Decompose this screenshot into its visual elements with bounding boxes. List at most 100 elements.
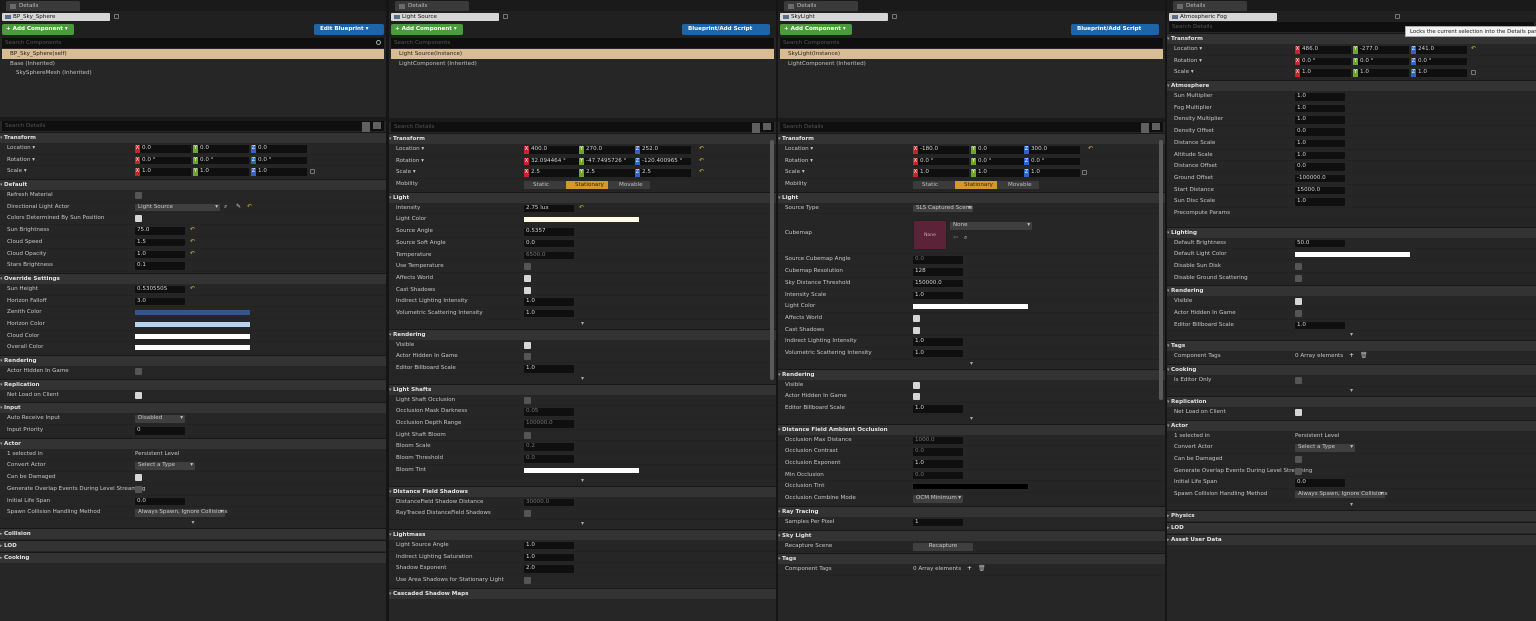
category-transform[interactable]: Transform [0,132,386,143]
indirect-saturation-input[interactable]: 1.0 [524,553,574,562]
area-shadows-checkbox[interactable] [524,576,531,584]
search-components-input[interactable]: Search Components [391,38,774,48]
intensity-scale-input[interactable]: 1.0 [913,291,963,299]
location-z[interactable]: Z 241.0 [1411,46,1467,54]
category-replication[interactable]: Replication [1167,395,1536,407]
can-be-damaged-checkbox[interactable] [135,474,142,482]
tab-details[interactable]: Details [1173,1,1247,11]
occlusion-depth-input[interactable]: 100000.0 [524,420,574,428]
directional-light-dropdown[interactable]: Light Source [135,203,220,212]
prop-label[interactable]: Rotation ▾ [396,157,424,164]
tree-item-base[interactable]: Base (Inherited) [10,61,55,67]
category-cooking[interactable]: Cooking [1167,364,1536,376]
can-be-damaged-checkbox[interactable] [1295,455,1302,463]
arrow-left-icon[interactable]: ⇦ [953,234,959,242]
location-y[interactable]: Y 0.0 [971,146,1027,154]
tab-details[interactable]: Details [395,1,469,11]
view-options[interactable] [1138,123,1162,137]
bloom-scale-input[interactable]: 0.2 [524,443,574,451]
horizon-falloff-input[interactable]: 3.0 [135,297,185,306]
scale-lock-icon[interactable] [1471,70,1476,76]
net-load-checkbox[interactable] [1295,408,1302,416]
component-self[interactable]: BP_Sky_Sphere(self) [2,49,384,59]
occlusion-max-distance-input[interactable]: 1000.0 [913,436,963,445]
light-color-swatch[interactable] [913,304,1028,310]
category-transform[interactable]: Transform [389,133,776,144]
actor-hidden-checkbox[interactable] [135,368,142,375]
location-z[interactable]: Z 252.0 [635,146,691,154]
category-ray-tracing[interactable]: Ray Tracing [778,505,1165,517]
category-actor[interactable]: Actor [0,437,386,449]
reset-icon[interactable]: ↶ [190,237,196,245]
rotation-y[interactable]: Y 0.0 ° [971,157,1027,166]
auto-receive-dropdown[interactable]: Disabled [135,415,185,423]
search-details-input[interactable]: Search Details [780,122,1163,137]
category-transform[interactable]: Transform [1167,33,1536,44]
scale-x[interactable]: X 1.0 [135,168,191,176]
category-rendering[interactable]: Rendering [389,328,776,340]
rotation-z[interactable]: Z 0.0 ° [1411,57,1467,66]
visible-checkbox[interactable] [913,381,920,389]
search-icon[interactable]: ⌕ [224,202,228,210]
advanced-expander[interactable]: ▾ [191,518,195,526]
ground-offset-input[interactable]: -100000.0 [1295,174,1345,183]
use-temperature-checkbox[interactable] [524,263,531,271]
scale-y[interactable]: Y 1.0 [1353,69,1409,77]
category-collision[interactable]: Collision [0,527,386,539]
category-tags[interactable]: Tags [1167,340,1536,352]
category-cooking[interactable]: Cooking [0,551,386,563]
source-soft-angle-input[interactable]: 0.0 [524,239,574,248]
df-shadow-distance-input[interactable]: 30000.0 [524,498,574,506]
advanced-expander[interactable]: ▾ [580,374,584,382]
search-details-input[interactable]: Search Details [1169,22,1534,32]
fog-multiplier-input[interactable]: 1.0 [1295,104,1345,113]
disable-sun-disk-checkbox[interactable] [1295,263,1302,270]
search-icon[interactable] [362,122,370,129]
scale-lock-icon[interactable] [310,169,315,175]
tree-item-lightcomponent[interactable]: LightComponent (Inherited) [399,61,477,67]
generate-overlap-checkbox[interactable] [1295,467,1302,475]
occlusion-tint-swatch[interactable] [913,484,1028,490]
life-span-input[interactable]: 0.0 [1295,479,1345,487]
billboard-scale-input[interactable]: 1.0 [913,405,963,413]
bloom-threshold-input[interactable]: 0.0 [524,455,574,463]
volumetric-intensity-input[interactable]: 1.0 [913,349,963,358]
raytraced-df-checkbox[interactable] [524,510,531,518]
scrollbar[interactable] [770,140,774,380]
source-angle-input[interactable]: 0.5357 [524,228,574,236]
reset-icon[interactable]: ↶ [699,145,705,152]
editor-only-checkbox[interactable] [1295,377,1302,385]
altitude-scale-input[interactable]: 1.0 [1295,151,1345,159]
indirect-intensity-input[interactable]: 1.0 [913,338,963,346]
search-components-input[interactable]: Search Components [780,38,1163,48]
sun-height-input[interactable]: 0.5305505 [135,285,185,294]
view-options[interactable] [749,123,773,137]
mobility-movable[interactable]: Movable [1008,182,1032,189]
lm-source-angle-input[interactable]: 1.0 [524,541,574,550]
advanced-expander[interactable]: ▾ [580,319,584,327]
recapture-button[interactable]: Recapture [913,542,973,551]
cloud-opacity-input[interactable]: 1.0 [135,250,185,258]
category-rendering[interactable]: Rendering [0,355,386,366]
lock-icon[interactable] [114,14,119,19]
density-offset-input[interactable]: 0.0 [1295,128,1345,136]
zenith-color-swatch[interactable] [135,310,250,316]
category-lightmass[interactable]: Lightmass [389,528,776,540]
prop-label[interactable]: Location ▾ [1174,46,1203,52]
actor-hidden-checkbox[interactable] [524,353,531,361]
category-default[interactable]: Default [0,179,386,191]
temperature-input[interactable]: 6500.0 [524,251,574,259]
category-rendering[interactable]: Rendering [1167,285,1536,297]
affects-world-checkbox[interactable] [913,314,920,322]
category-transform[interactable]: Transform [778,133,1165,144]
affects-world-checkbox[interactable] [524,274,531,282]
category-sky-light[interactable]: Sky Light [778,529,1165,541]
reset-icon[interactable]: ↶ [699,168,705,176]
search-icon[interactable] [1141,123,1149,130]
component-self[interactable]: SkyLight(Instance) [780,49,1163,59]
category-light[interactable]: Light [778,191,1165,203]
category-lod[interactable]: LOD [0,539,386,551]
default-brightness-input[interactable]: 50.0 [1295,239,1345,248]
light-color-swatch[interactable] [524,217,639,223]
rotation-x[interactable]: X 32.094464 ° [524,157,580,166]
